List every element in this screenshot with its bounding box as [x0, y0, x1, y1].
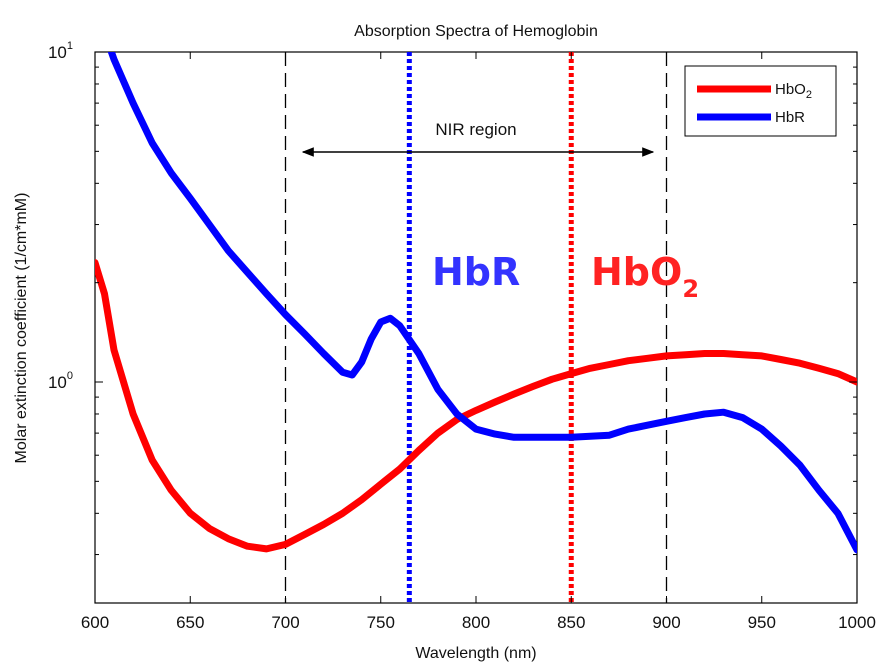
- legend-label-hbr: HbR: [775, 109, 805, 126]
- series-layer: [95, 52, 857, 554]
- hbo2-annotation-subscript: 2: [682, 275, 699, 303]
- x-tick-label: 950: [748, 613, 776, 632]
- x-axis-ticks: 600 650 700 750 800 850 900 950 1000: [81, 52, 876, 632]
- series-line-hbr: [107, 52, 857, 554]
- x-tick-label: 700: [271, 613, 299, 632]
- y-axis-title: Molar extinction coefficient (1/cm*mM): [13, 193, 30, 464]
- nir-region-label: NIR region: [435, 120, 516, 139]
- x-tick-label: 800: [462, 613, 490, 632]
- legend-label-hbo2-subscript: 2: [806, 89, 812, 101]
- legend-label-hbo2-main: HbO: [775, 81, 806, 98]
- y-tick-label: 101: [48, 40, 73, 62]
- hbo2-annotation-main: HbO: [591, 250, 682, 294]
- chart-title: Absorption Spectra of Hemoglobin: [354, 23, 598, 40]
- y-axis-ticks: 100 101: [48, 40, 857, 556]
- x-tick-label: 900: [652, 613, 680, 632]
- x-axis-title: Wavelength (nm): [415, 645, 536, 662]
- y-tick-label: 100: [48, 370, 73, 392]
- hbr-annotation: HbR: [432, 250, 520, 294]
- reference-lines: [284, 52, 668, 603]
- legend-label-hbo2: HbO2: [775, 81, 812, 101]
- hbo2-annotation: HbO2: [591, 250, 699, 303]
- legend-box: [684, 65, 837, 137]
- legend: HbO2 HbR: [684, 65, 837, 137]
- series-line-hbo2: [95, 259, 857, 553]
- x-tick-label: 650: [176, 613, 204, 632]
- x-tick-label: 850: [557, 613, 585, 632]
- x-tick-label: 750: [367, 613, 395, 632]
- plot-area: [94, 51, 858, 604]
- x-tick-label: 600: [81, 613, 109, 632]
- x-tick-label: 1000: [838, 613, 876, 632]
